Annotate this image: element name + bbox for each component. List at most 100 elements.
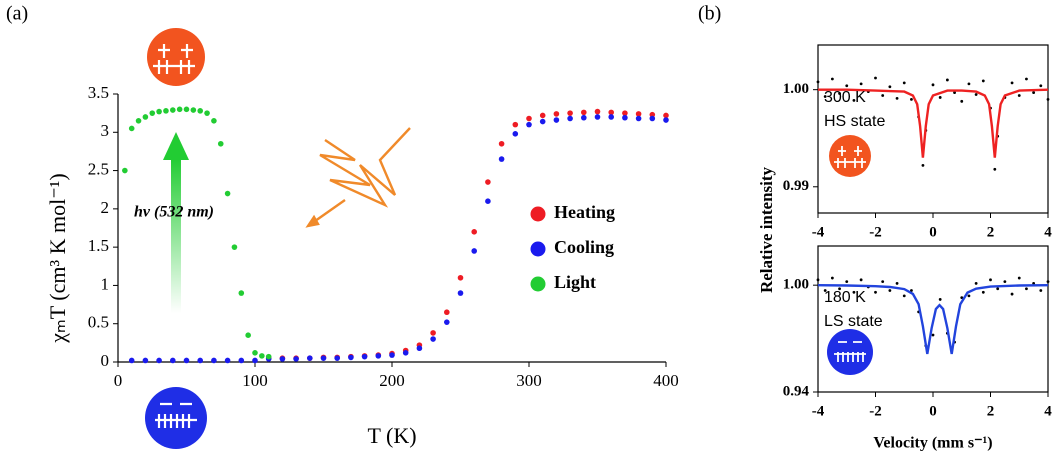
x-tick-label: -4 — [812, 403, 825, 419]
data-point — [471, 248, 478, 254]
data-point — [1010, 292, 1014, 296]
light-arrow — [163, 132, 189, 313]
data-point — [197, 357, 203, 364]
data-point — [1032, 91, 1036, 94]
y-tick-label: 0.5 — [88, 313, 109, 332]
data-point — [567, 110, 573, 116]
legend-label: Heating — [554, 202, 615, 222]
y-tick-label: 3 — [101, 121, 110, 140]
data-point — [888, 289, 892, 292]
data-point — [553, 117, 560, 123]
y-tick-label: 1.00 — [783, 81, 809, 97]
data-point — [830, 276, 834, 280]
y-axis-title: Relative intensity — [757, 166, 776, 293]
data-point — [938, 96, 942, 99]
photon-symbol — [305, 127, 411, 228]
data-point — [594, 108, 601, 115]
data-point — [608, 109, 614, 116]
data-point — [859, 278, 863, 282]
annotation: LS state — [824, 313, 883, 330]
data-point — [224, 190, 231, 197]
data-point — [953, 91, 956, 94]
data-point — [204, 110, 210, 116]
data-point — [217, 140, 224, 147]
data-point — [989, 278, 992, 282]
data-point — [183, 357, 190, 364]
data-point — [245, 332, 251, 339]
data-point — [539, 112, 546, 119]
data-point — [183, 106, 190, 113]
data-point — [816, 80, 820, 84]
data-point — [567, 115, 573, 122]
data-point — [457, 290, 464, 296]
data-point — [512, 121, 519, 128]
x-axis-title: Velocity (mm s⁻¹) — [873, 435, 992, 452]
data-point — [1039, 84, 1043, 88]
annotation: hν (532 nm) — [134, 204, 214, 221]
data-point — [1032, 281, 1036, 285]
data-point — [334, 355, 341, 361]
data-point — [176, 106, 183, 113]
y-tick-label: 2.5 — [88, 159, 109, 178]
x-axis-title: T (K) — [367, 423, 416, 448]
data-point — [170, 107, 176, 113]
data-point — [526, 121, 532, 128]
data-point — [197, 108, 203, 114]
data-point — [1017, 276, 1021, 280]
data-point — [156, 357, 162, 364]
data-point — [816, 278, 820, 282]
data-point — [402, 350, 409, 356]
data-point — [594, 114, 601, 120]
data-point — [471, 229, 478, 235]
data-point — [1017, 94, 1021, 97]
data-point — [279, 356, 286, 362]
data-point — [945, 78, 949, 82]
data-point — [663, 112, 669, 119]
ls-icon — [145, 387, 207, 449]
data-point — [581, 109, 587, 116]
x-tick-label: 300 — [516, 371, 542, 390]
data-point — [649, 115, 656, 122]
data-point — [902, 294, 906, 298]
data-point — [375, 353, 382, 359]
data-point — [190, 107, 197, 113]
data-point — [960, 296, 964, 300]
data-point — [1003, 280, 1007, 284]
x-tick-label: 4 — [1044, 403, 1052, 419]
x-tick-label: 0 — [929, 403, 937, 419]
data-point — [142, 114, 149, 120]
x-tick-label: 2 — [987, 403, 995, 419]
data-point — [895, 97, 899, 100]
data-point — [1010, 81, 1014, 85]
data-point — [156, 108, 162, 115]
fit-line — [817, 284, 1049, 355]
y-tick-label: 1.00 — [783, 277, 809, 293]
annotation: 180 K — [824, 289, 866, 306]
data-point — [974, 281, 978, 285]
annotation: 300 K — [824, 89, 866, 106]
data-point — [845, 84, 849, 88]
x-tick-label: -2 — [869, 224, 882, 240]
data-point — [649, 111, 656, 118]
data-point — [967, 82, 971, 86]
panel-label: (a) — [6, 3, 28, 25]
data-point — [993, 167, 997, 171]
data-point — [921, 164, 925, 167]
data-point — [163, 108, 169, 114]
data-point — [259, 353, 265, 359]
y-tick-label: 0.94 — [783, 383, 810, 399]
data-point — [981, 290, 985, 294]
data-point — [389, 352, 395, 358]
data-point — [852, 98, 856, 102]
data-point — [838, 92, 841, 95]
data-point — [581, 114, 587, 121]
data-point — [142, 357, 149, 364]
data-point — [622, 114, 628, 121]
data-point — [265, 353, 272, 360]
x-tick-label: 2 — [987, 224, 995, 240]
data-point — [981, 79, 985, 83]
ls-icon-small — [827, 329, 873, 375]
data-point — [128, 125, 135, 132]
plot: 0 0.5 1 1.5 2 2.5 3 3.5 0 100 200 300 400 Heating Cool… — [88, 83, 679, 390]
